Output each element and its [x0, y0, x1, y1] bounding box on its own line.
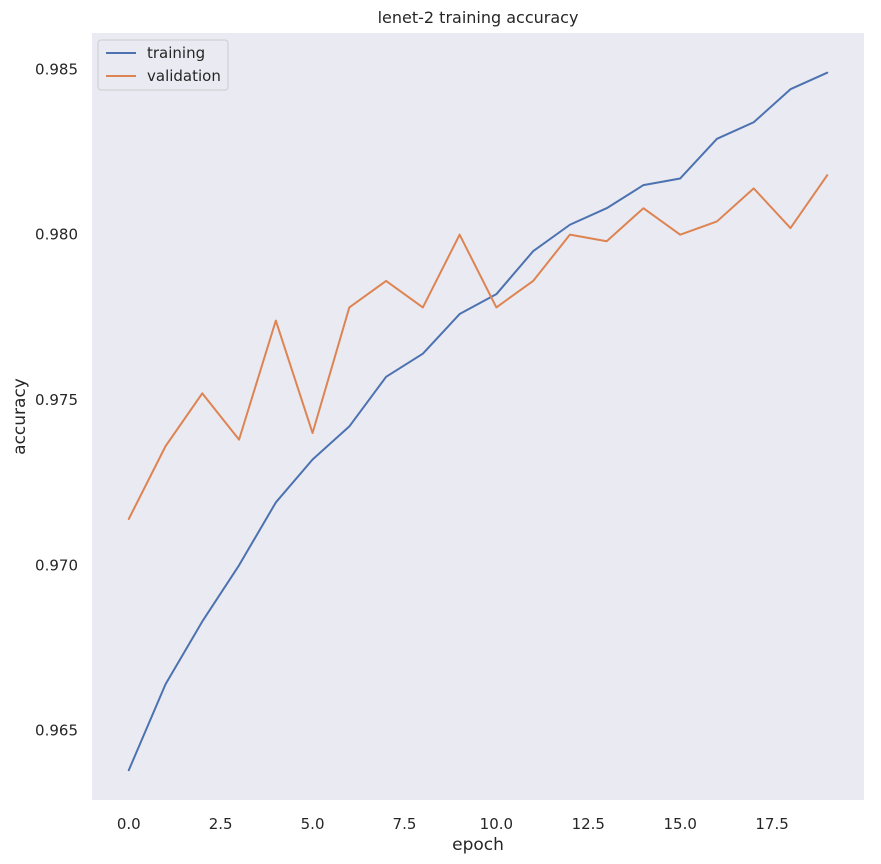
x-tick-label: 10.0: [480, 815, 513, 833]
y-axis-ticks: 0.965 0.970 0.975 0.980 0.985: [35, 60, 78, 739]
x-axis-label: epoch: [452, 835, 504, 855]
legend-label-validation: validation: [147, 67, 221, 85]
series-line-validation: [127, 174, 829, 520]
x-tick-label: 7.5: [393, 815, 417, 833]
chart-title: lenet-2 training accuracy: [378, 8, 579, 27]
x-tick-label: 5.0: [301, 815, 325, 833]
y-axis-label: accuracy: [10, 378, 30, 455]
x-tick-label: 15.0: [663, 815, 696, 833]
plot-area: [92, 33, 864, 800]
x-tick-label: 17.5: [755, 815, 788, 833]
y-tick-label: 0.975: [35, 391, 78, 409]
series-layer: [127, 71, 829, 772]
series-line-training: [127, 71, 829, 772]
legend: training validation: [97, 39, 229, 91]
y-tick-label: 0.985: [35, 60, 78, 78]
y-tick-label: 0.965: [35, 722, 78, 740]
x-tick-label: 0.0: [117, 815, 141, 833]
legend-label-training: training: [147, 44, 205, 62]
x-tick-label: 12.5: [572, 815, 605, 833]
x-axis-ticks: 0.0 2.5 5.0 7.5 10.0 12.5 15.0 17.5: [117, 815, 789, 833]
y-tick-label: 0.980: [35, 226, 78, 244]
x-tick-label: 2.5: [209, 815, 233, 833]
y-tick-label: 0.970: [35, 556, 78, 574]
